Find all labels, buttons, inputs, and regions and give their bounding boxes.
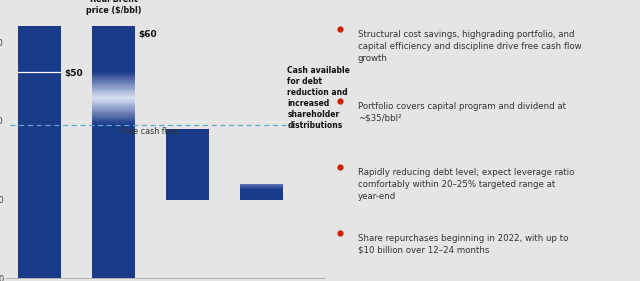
Bar <box>92 116 135 117</box>
Bar <box>92 120 135 121</box>
Text: $50: $50 <box>64 69 83 78</box>
Bar <box>92 92 135 93</box>
Text: Share repurchases beginning in 2022, with up to
$10 billion over 12–24 months: Share repurchases beginning in 2022, wit… <box>358 234 568 255</box>
Bar <box>92 107 135 108</box>
Bar <box>240 185 283 186</box>
Bar <box>92 100 135 101</box>
Bar <box>92 98 135 99</box>
Bar <box>92 99 135 100</box>
Text: Cash available
for debt
reduction and
increased
shareholder
distributions: Cash available for debt reduction and in… <box>287 66 350 130</box>
Bar <box>92 96 135 97</box>
Bar <box>92 87 135 88</box>
Bar <box>92 123 135 124</box>
Bar <box>18 26 61 278</box>
Bar <box>92 79 135 80</box>
Bar <box>92 103 135 104</box>
Bar <box>92 95 135 96</box>
Bar <box>92 115 135 116</box>
Bar <box>92 83 135 84</box>
Bar <box>92 114 135 115</box>
Bar <box>92 109 135 110</box>
Bar <box>92 102 135 103</box>
Bar <box>92 89 135 90</box>
Bar <box>92 86 135 87</box>
Text: Portfolio covers capital program and dividend at
~$35/bbl²: Portfolio covers capital program and div… <box>358 102 566 123</box>
Bar <box>240 189 283 190</box>
Bar <box>92 73 135 74</box>
Bar <box>92 94 135 95</box>
Bar <box>92 81 135 82</box>
Text: Structural cost savings, highgrading portfolio, and
capital efficiency and disci: Structural cost savings, highgrading por… <box>358 30 582 63</box>
Bar <box>92 108 135 109</box>
Bar <box>92 121 135 122</box>
Bar <box>92 80 135 81</box>
Bar <box>92 75 135 76</box>
Bar <box>92 85 135 86</box>
Bar <box>92 122 135 123</box>
Bar <box>92 93 135 94</box>
Bar <box>92 111 135 112</box>
Bar <box>240 184 283 185</box>
Bar <box>92 97 135 98</box>
Bar <box>92 84 135 85</box>
Bar <box>92 76 135 77</box>
Bar <box>92 101 135 102</box>
Bar <box>92 77 135 78</box>
Bar <box>166 129 209 200</box>
Text: Real Brent
price ($/bbl): Real Brent price ($/bbl) <box>86 0 141 15</box>
Bar <box>92 78 135 79</box>
Bar <box>92 125 135 278</box>
Bar <box>92 110 135 111</box>
Bar <box>92 88 135 89</box>
Bar <box>92 112 135 113</box>
Bar <box>92 119 135 120</box>
Bar <box>240 188 283 189</box>
Bar <box>92 105 135 106</box>
Bar <box>240 184 283 200</box>
Text: Free cash flow: Free cash flow <box>121 127 179 136</box>
Bar <box>240 186 283 187</box>
Bar <box>92 104 135 105</box>
Bar <box>92 26 135 72</box>
Bar <box>92 124 135 125</box>
Bar <box>240 187 283 188</box>
Bar <box>92 106 135 107</box>
Text: $60: $60 <box>138 30 157 39</box>
Bar <box>92 113 135 114</box>
Bar <box>92 72 135 73</box>
Bar <box>92 90 135 91</box>
Bar <box>92 91 135 92</box>
Bar <box>92 118 135 119</box>
Bar <box>92 82 135 83</box>
Bar <box>92 117 135 118</box>
Text: Rapidly reducing debt level; expect leverage ratio
comfortably within 20–25% tar: Rapidly reducing debt level; expect leve… <box>358 168 574 201</box>
Bar <box>92 74 135 75</box>
